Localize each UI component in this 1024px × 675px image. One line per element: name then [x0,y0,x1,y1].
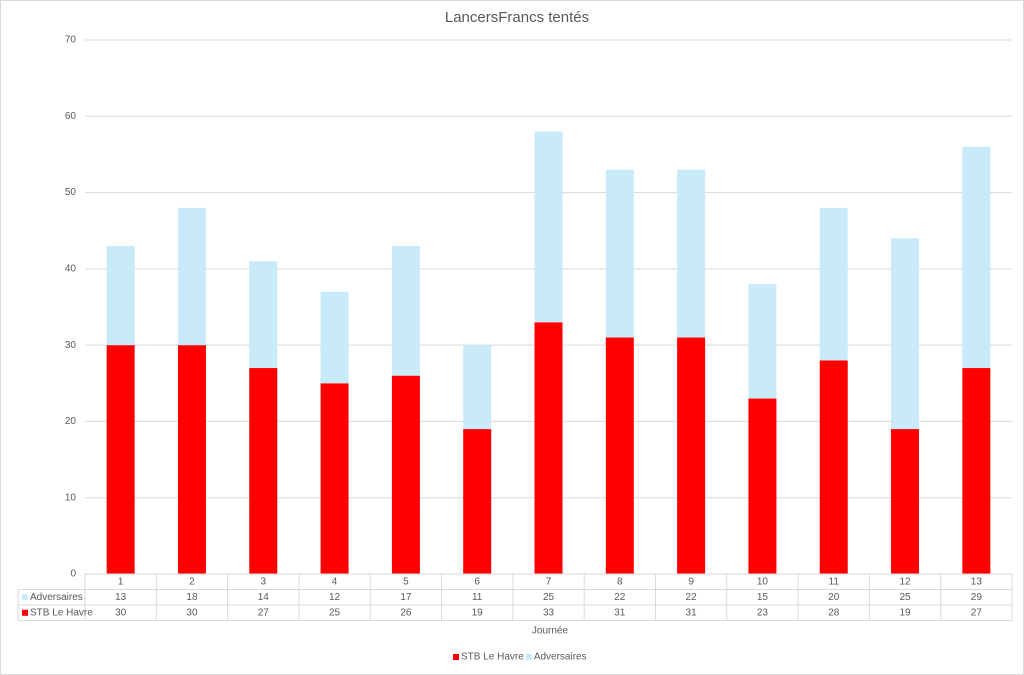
bar [320,291,349,384]
bar [534,322,563,574]
data-label: 11 [472,592,483,603]
bar [463,345,492,430]
bar [891,238,920,430]
x-tick-label: 13 [971,576,983,587]
legend-key [22,609,28,616]
x-tick-label: 5 [403,576,409,587]
x-tick-label: 4 [332,576,338,587]
legend-key [453,654,459,660]
legend-key [525,654,532,660]
y-tick-label: 40 [65,263,77,274]
x-tick-label: 1 [118,576,124,587]
data-label: 31 [614,607,626,618]
bar [463,429,492,574]
bar [819,360,848,574]
x-tick-label: 8 [617,576,623,587]
y-tick-label: 70 [65,35,77,46]
y-tick-label: 30 [65,340,77,351]
legend-label: STB Le Havre [461,652,524,663]
x-tick-label: 2 [189,576,195,587]
table-row-label: STB Le Havre [30,607,93,618]
x-axis-label: Journée [532,626,569,637]
data-label: 22 [614,592,626,603]
data-label: 14 [258,592,270,603]
bar [891,429,920,574]
data-label: 27 [258,607,270,618]
y-tick-label: 10 [65,492,77,503]
data-label: 12 [329,592,341,603]
data-label: 25 [899,592,911,603]
bar [320,383,349,574]
bar [605,337,634,574]
bar [962,368,991,574]
chart-title: LancersFrancs tentés [445,9,589,26]
bar [177,207,206,346]
bar [249,261,278,369]
x-tick-label: 10 [757,576,769,587]
y-tick-label: 20 [65,416,77,427]
y-tick-label: 50 [65,187,77,198]
y-tick-label: 0 [70,569,76,580]
x-tick-label: 9 [688,576,694,587]
data-label: 15 [757,592,769,603]
data-label: 31 [686,607,698,618]
data-label: 17 [400,592,412,603]
bar [677,337,706,574]
data-label: 13 [115,592,127,603]
bar [748,398,777,574]
data-label: 33 [543,607,555,618]
x-tick-label: 7 [546,576,552,587]
data-label: 23 [757,607,769,618]
bar [534,131,563,323]
data-label: 26 [400,607,412,618]
data-label: 18 [186,592,198,603]
bar [106,245,135,346]
data-label: 27 [971,607,983,618]
bar [677,169,706,338]
bar [962,146,991,369]
data-label: 20 [828,592,840,603]
data-label: 25 [543,592,555,603]
data-label: 25 [329,607,341,618]
x-tick-label: 11 [829,576,840,587]
data-label: 19 [899,607,911,618]
legend-key [22,594,28,601]
bar [249,368,278,574]
data-label: 28 [828,607,840,618]
bar [748,284,777,399]
data-label: 29 [971,592,983,603]
data-label: 30 [115,607,127,618]
x-tick-label: 3 [260,576,266,587]
table-row-label: Adversaires [30,592,83,603]
legend-label: Adversaires [534,652,587,663]
data-label: 19 [472,607,484,618]
bar [819,207,848,361]
x-tick-label: 6 [474,576,480,587]
bar [177,345,206,574]
bar [391,245,420,376]
data-label: 30 [186,607,198,618]
x-tick-label: 12 [899,576,911,587]
bar [106,345,135,574]
bar [605,169,634,338]
bar [391,375,420,574]
data-label: 22 [686,592,698,603]
y-tick-label: 60 [65,111,77,122]
